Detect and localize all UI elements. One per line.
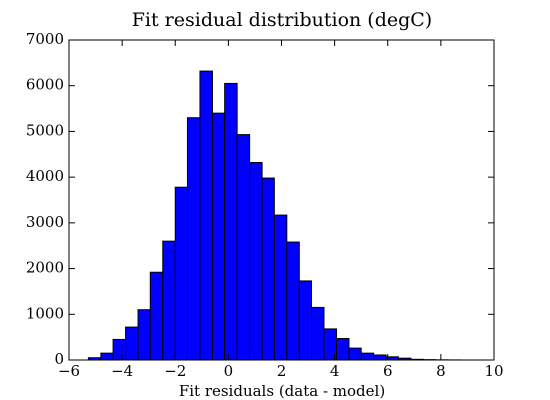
bar	[286, 241, 300, 361]
bar	[125, 326, 139, 361]
bar	[298, 280, 313, 361]
bar	[100, 352, 114, 361]
y-tick-label: 1000	[26, 304, 64, 322]
x-tick-label: 2	[277, 362, 287, 380]
bar	[273, 214, 288, 361]
y-tick-label: 6000	[26, 76, 64, 94]
bar	[249, 162, 263, 361]
x-tick-label: −4	[111, 362, 133, 380]
bar	[348, 347, 362, 361]
bar	[373, 354, 387, 361]
bar	[360, 352, 375, 361]
bar	[311, 306, 325, 361]
bar	[137, 309, 151, 361]
y-tick-label: 5000	[26, 121, 64, 139]
bar	[261, 177, 275, 361]
y-tick-label: 2000	[26, 259, 64, 277]
bar	[162, 240, 176, 361]
x-tick-label: 8	[436, 362, 446, 380]
bar	[186, 117, 201, 361]
x-tick-label: −2	[164, 362, 186, 380]
x-tick-label: −6	[58, 362, 80, 380]
bar	[211, 112, 226, 361]
chart-title: Fit residual distribution (degC)	[132, 9, 432, 31]
x-tick-label: 6	[383, 362, 393, 380]
y-tick-label: 7000	[26, 30, 64, 48]
y-tick-label: 3000	[26, 213, 64, 231]
bar	[199, 70, 213, 361]
x-tick-label: 4	[330, 362, 340, 380]
y-tick-label: 4000	[26, 167, 64, 185]
bar	[224, 82, 238, 361]
bar	[174, 186, 188, 361]
bar	[236, 134, 251, 361]
bar	[112, 338, 127, 361]
y-tick-label: 0	[54, 350, 64, 368]
x-tick-label: 0	[224, 362, 234, 380]
bar	[335, 338, 350, 361]
x-axis-label: Fit residuals (data - model)	[179, 382, 385, 400]
bar	[149, 271, 164, 361]
x-tick-label: 10	[484, 362, 503, 380]
